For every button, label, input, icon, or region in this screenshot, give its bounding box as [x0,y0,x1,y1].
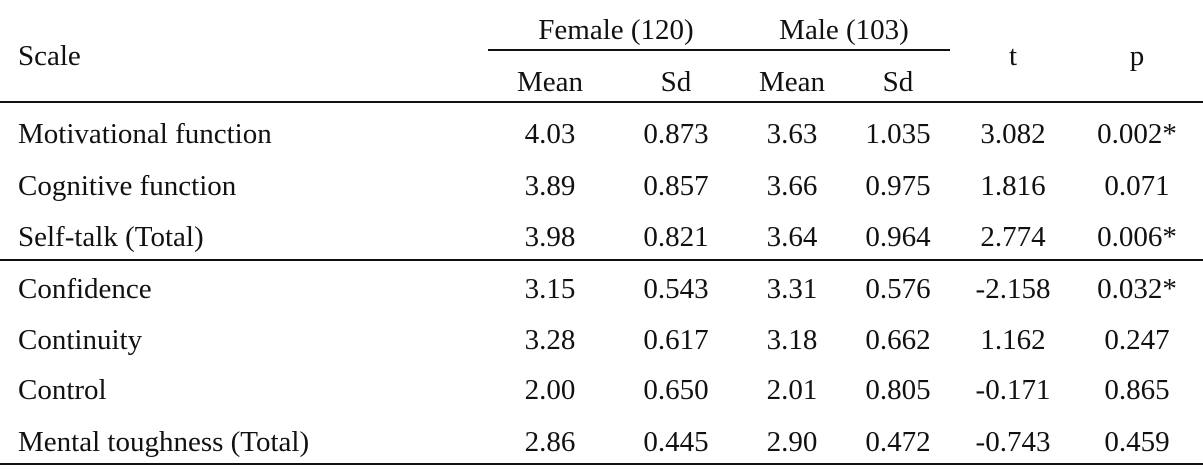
header-male-mean: Mean [758,66,826,98]
row-2-p: 0.071 [1104,170,1170,202]
row-5-scale: Continuity [18,324,143,356]
row-1-female-sd: 0.873 [643,118,709,150]
row-3-female-mean: 3.98 [524,221,576,253]
row-5-female-mean: 3.28 [524,324,576,356]
row-5-male-mean: 3.18 [766,324,818,356]
row-7-female-mean: 2.86 [524,426,576,458]
header-male-group: Male (103) [779,14,909,46]
row-3-male-sd: 0.964 [865,221,931,253]
row-4-t: -2.158 [975,273,1051,305]
row-4-female-sd: 0.543 [643,273,709,305]
row-4-scale: Confidence [18,273,152,305]
header-female-sd: Sd [660,66,692,98]
row-2-female-sd: 0.857 [643,170,709,202]
row-1-p: 0.002* [1097,118,1177,150]
row-6-female-sd: 0.650 [643,374,709,406]
row-2-scale: Cognitive function [18,170,237,202]
row-2-t: 1.816 [980,170,1046,202]
row-5-p: 0.247 [1104,324,1170,356]
row-4-p: 0.032* [1097,273,1177,305]
row-1-scale: Motivational function [18,118,272,150]
row-3-scale: Self-talk (Total) [18,221,204,253]
row-3-t: 2.774 [980,221,1046,253]
header-female-group: Female (120) [538,14,694,46]
group-rule [488,49,950,51]
header-t: t [1008,40,1018,72]
header-scale: Scale [18,40,81,72]
row-7-p: 0.459 [1104,426,1170,458]
row-4-male-sd: 0.576 [865,273,931,305]
row-1-t: 3.082 [980,118,1046,150]
row-5-female-sd: 0.617 [643,324,709,356]
row-7-male-sd: 0.472 [865,426,931,458]
row-7-male-mean: 2.90 [766,426,818,458]
header-female-mean: Mean [516,66,584,98]
row-5-male-sd: 0.662 [865,324,931,356]
section-divider-rule [0,259,1203,261]
row-1-male-mean: 3.63 [766,118,818,150]
header-p: p [1129,40,1145,72]
row-6-p: 0.865 [1104,374,1170,406]
row-2-male-sd: 0.975 [865,170,931,202]
row-4-female-mean: 3.15 [524,273,576,305]
row-7-female-sd: 0.445 [643,426,709,458]
row-3-male-mean: 3.64 [766,221,818,253]
row-3-female-sd: 0.821 [643,221,709,253]
table-bottom-rule [0,463,1203,465]
header-male-sd: Sd [882,66,914,98]
row-6-male-mean: 2.01 [766,374,818,406]
row-2-female-mean: 3.89 [524,170,576,202]
row-4-male-mean: 3.31 [766,273,818,305]
row-2-male-mean: 3.66 [766,170,818,202]
row-7-t: -0.743 [975,426,1051,458]
row-3-p: 0.006* [1097,221,1177,253]
row-6-scale: Control [18,374,107,406]
row-5-t: 1.162 [980,324,1046,356]
header-bottom-rule [0,101,1203,103]
row-6-male-sd: 0.805 [865,374,931,406]
row-7-scale: Mental toughness (Total) [18,426,310,458]
row-6-t: -0.171 [975,374,1051,406]
row-1-male-sd: 1.035 [865,118,931,150]
row-6-female-mean: 2.00 [524,374,576,406]
row-1-female-mean: 4.03 [524,118,576,150]
